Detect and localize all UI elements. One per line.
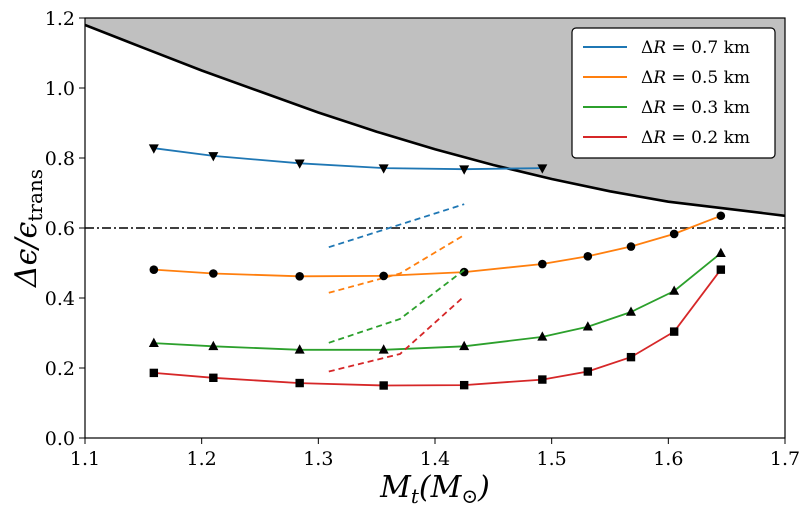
legend-label-0-value: = 0.7 km bbox=[666, 38, 750, 58]
legend-label-0-symbol: R bbox=[652, 38, 666, 58]
x-axis-title-rest: (M bbox=[419, 470, 463, 505]
series-2-line bbox=[153, 252, 722, 351]
x-axis-title: Mt(M⊙) bbox=[379, 470, 490, 508]
series-2-point-4 bbox=[459, 340, 470, 351]
series-0-point-1 bbox=[208, 152, 219, 162]
y-tick-label-2: 0.4 bbox=[45, 288, 75, 310]
series-3-point-6 bbox=[583, 367, 593, 376]
legend-label-1-prefix: Δ bbox=[641, 68, 653, 88]
series-2-dashed-line bbox=[328, 269, 465, 344]
x-tick-label-4: 1.5 bbox=[537, 448, 567, 470]
series-2-point-2 bbox=[294, 344, 305, 354]
legend-entry-3: ΔR = 0.2 km bbox=[583, 128, 750, 148]
legend-label-2-symbol: R bbox=[652, 98, 666, 118]
x-tick-label-0: 1.1 bbox=[70, 448, 100, 470]
series-0-point-2 bbox=[294, 159, 305, 169]
y-tick-label-3: 0.6 bbox=[45, 218, 75, 240]
series-3-point-9 bbox=[716, 265, 726, 274]
legend: ΔR = 0.7 km ΔR = 0.5 km ΔR = 0.3 km ΔR =… bbox=[571, 27, 776, 159]
legend-label-2-prefix: Δ bbox=[641, 98, 653, 118]
series-1-line bbox=[153, 214, 722, 278]
series-1-dashed-line bbox=[328, 234, 465, 294]
legend-label-1-value: = 0.5 km bbox=[666, 68, 750, 88]
legend-label-3-value: = 0.2 km bbox=[666, 128, 750, 148]
legend-box bbox=[571, 27, 776, 159]
series-0-point-5 bbox=[537, 164, 548, 174]
legend-label-0-prefix: Δ bbox=[641, 38, 653, 58]
x-tick-label-3: 1.4 bbox=[420, 448, 450, 470]
legend-label-2: ΔR = 0.3 km bbox=[641, 98, 750, 118]
series-3-dashed-line bbox=[328, 295, 465, 373]
series-1-point-9 bbox=[716, 211, 726, 221]
series-3-point-4 bbox=[459, 380, 469, 390]
series-2-point-3 bbox=[378, 344, 389, 354]
x-tick-label-2: 1.3 bbox=[303, 448, 333, 470]
series-3-line bbox=[153, 269, 722, 387]
series-1-point-5 bbox=[538, 259, 547, 269]
legend-label-1-symbol: R bbox=[652, 68, 666, 88]
series-3-point-0 bbox=[149, 368, 159, 378]
y-axis-title: Δϵ/ϵtrans bbox=[9, 169, 47, 288]
series-3-point-3 bbox=[379, 381, 388, 390]
x-tick-label-1: 1.2 bbox=[187, 448, 217, 470]
y-tick-label-1: 0.2 bbox=[45, 358, 75, 380]
x-tick-label-6: 1.7 bbox=[770, 448, 800, 470]
x-axis-title-sub: t bbox=[411, 484, 420, 508]
series-2-point-7 bbox=[626, 306, 636, 316]
series-1-point-0 bbox=[149, 265, 159, 274]
series-2-point-1 bbox=[208, 340, 219, 351]
series-3-point-2 bbox=[295, 378, 304, 388]
series-3-point-5 bbox=[538, 375, 547, 384]
x-tick-label-5: 1.6 bbox=[653, 448, 683, 470]
series-3-point-7 bbox=[626, 352, 636, 362]
series-2-point-8 bbox=[669, 285, 680, 295]
series-0-point-0 bbox=[148, 144, 159, 154]
y-tick-label-4: 0.8 bbox=[45, 148, 75, 170]
series-1-point-7 bbox=[626, 242, 636, 251]
series-0-point-3 bbox=[378, 164, 389, 174]
x-axis-title-odot: ⊙ bbox=[461, 484, 478, 508]
y-tick-label-6: 1.2 bbox=[45, 8, 75, 30]
series-1-point-4 bbox=[459, 267, 469, 277]
x-axis-title-close: ) bbox=[477, 470, 490, 505]
legend-entry-1: ΔR = 0.5 km bbox=[583, 68, 750, 88]
series-1-point-2 bbox=[295, 272, 304, 281]
legend-label-2-value: = 0.3 km bbox=[666, 98, 750, 118]
series-2-point-9 bbox=[715, 247, 726, 257]
y-axis-title-sub: trans bbox=[23, 169, 47, 222]
legend-label-3-symbol: R bbox=[652, 128, 666, 148]
y-tick-label-0: 0.0 bbox=[45, 428, 75, 450]
series-1-point-3 bbox=[379, 271, 388, 281]
upper-bound-curve bbox=[85, 23, 785, 218]
series-2-point-0 bbox=[148, 337, 159, 347]
series-1-point-6 bbox=[583, 252, 593, 261]
y-axis-title-main: Δϵ/ϵ bbox=[9, 221, 44, 288]
series-2-point-6 bbox=[582, 321, 593, 331]
legend-entry-2: ΔR = 0.3 km bbox=[583, 98, 750, 118]
legend-label-3-prefix: Δ bbox=[641, 128, 653, 148]
legend-label-0: ΔR = 0.7 km bbox=[641, 38, 750, 58]
legend-label-3: ΔR = 0.2 km bbox=[641, 128, 750, 148]
series-0-dashed-line bbox=[328, 203, 465, 249]
x-axis-title-main: M bbox=[379, 470, 412, 505]
legend-label-1: ΔR = 0.5 km bbox=[641, 68, 750, 88]
y-tick-label-5: 1.0 bbox=[45, 78, 75, 100]
axis-ticks: 1.1 1.2 1.3 1.4 1.5 1.6 1.7 0.0 0.2 0.4 0.6 0.8 1.0 1… bbox=[45, 8, 800, 470]
series-3-point-8 bbox=[669, 327, 679, 336]
series-3-point-1 bbox=[209, 373, 218, 382]
series-2-point-5 bbox=[537, 331, 548, 341]
legend-entry-0: ΔR = 0.7 km bbox=[583, 38, 750, 58]
series-1-point-8 bbox=[669, 229, 679, 239]
series-1-point-1 bbox=[209, 269, 218, 278]
series-0-point-4 bbox=[459, 165, 470, 175]
series-0-line bbox=[153, 147, 543, 171]
